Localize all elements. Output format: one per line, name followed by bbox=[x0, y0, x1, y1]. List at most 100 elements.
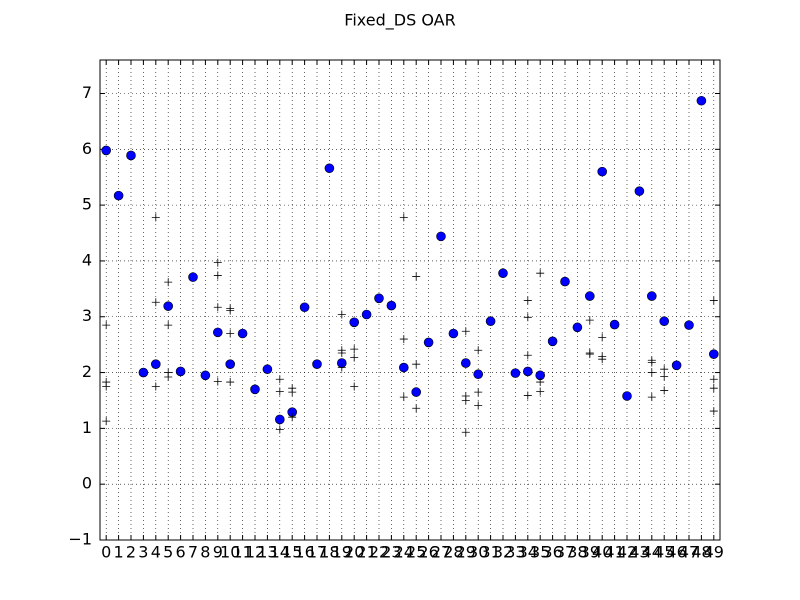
mean-marker bbox=[609, 319, 620, 330]
mean-marker bbox=[175, 366, 186, 377]
x-tick-label: 47 bbox=[679, 543, 699, 562]
mean-marker bbox=[646, 291, 657, 301]
sample-marker bbox=[598, 355, 607, 364]
sample-marker bbox=[337, 310, 346, 319]
sample-marker bbox=[523, 313, 532, 322]
mean-marker bbox=[126, 150, 136, 161]
x-tick-label: 21 bbox=[356, 543, 376, 562]
mean-marker bbox=[411, 387, 422, 397]
x-tick-label: 26 bbox=[418, 543, 438, 562]
mean-marker bbox=[324, 163, 335, 174]
x-tick-label: 6 bbox=[176, 543, 186, 562]
x-tick-label: 24 bbox=[394, 543, 414, 562]
mean-marker bbox=[237, 328, 248, 339]
sample-marker bbox=[412, 360, 421, 369]
x-tick-label: 7 bbox=[188, 543, 198, 562]
x-tick-label: 0 bbox=[101, 543, 111, 562]
mean-marker bbox=[522, 366, 533, 377]
x-tick-label: 43 bbox=[629, 543, 649, 562]
mean-marker bbox=[361, 309, 372, 320]
x-tick-label: 22 bbox=[369, 543, 389, 562]
y-tick-label: 4 bbox=[82, 250, 92, 269]
y-tick-label: 1 bbox=[82, 418, 92, 437]
x-tick-label: 19 bbox=[332, 543, 352, 562]
x-tick-label: 39 bbox=[580, 543, 600, 562]
x-tick-label: 11 bbox=[232, 543, 252, 562]
sample-marker bbox=[350, 382, 359, 391]
x-tick-label: 16 bbox=[294, 543, 314, 562]
sample-marker bbox=[709, 384, 718, 393]
x-tick-label: 42 bbox=[617, 543, 637, 562]
x-tick-label: 32 bbox=[493, 543, 513, 562]
sample-marker bbox=[461, 396, 470, 405]
sample-marker bbox=[461, 428, 470, 437]
y-tick-label: 7 bbox=[82, 83, 92, 102]
mean-marker bbox=[213, 327, 223, 338]
sample-marker bbox=[461, 327, 470, 336]
sample-marker bbox=[536, 269, 545, 278]
sample-marker bbox=[151, 298, 160, 307]
x-tick-label: 1 bbox=[114, 543, 124, 562]
x-tick-label: 17 bbox=[307, 543, 327, 562]
sample-marker bbox=[585, 350, 594, 359]
x-tick-label: 23 bbox=[381, 543, 401, 562]
x-tick-label: 13 bbox=[257, 543, 277, 562]
y-tick-label: 0 bbox=[82, 474, 92, 493]
sample-marker bbox=[226, 378, 235, 387]
sample-marker bbox=[164, 278, 173, 287]
sample-marker bbox=[585, 316, 594, 325]
x-tick-label: 31 bbox=[480, 543, 500, 562]
sample-marker bbox=[213, 271, 222, 280]
sample-marker bbox=[213, 377, 222, 386]
x-tick-label: 33 bbox=[505, 543, 525, 562]
mean-marker bbox=[684, 320, 694, 330]
chart-title: Fixed_DS OAR bbox=[344, 11, 455, 31]
plot-frame bbox=[99, 59, 721, 541]
sample-marker bbox=[213, 303, 222, 312]
sample-marker bbox=[399, 213, 408, 222]
sample-marker bbox=[350, 345, 359, 354]
x-tick-label: 4 bbox=[151, 543, 161, 562]
y-tick-label: 6 bbox=[82, 139, 92, 158]
x-tick-label: 15 bbox=[282, 543, 302, 562]
x-tick-label: 49 bbox=[704, 543, 724, 562]
sample-marker bbox=[474, 401, 483, 410]
y-tick-label: −1 bbox=[68, 530, 92, 549]
sample-marker bbox=[399, 335, 408, 344]
sample-marker bbox=[275, 375, 284, 384]
x-tick-label: 37 bbox=[555, 543, 575, 562]
y-tick-label: 5 bbox=[82, 195, 92, 214]
x-tick-label: 48 bbox=[691, 543, 711, 562]
sample-marker bbox=[660, 365, 669, 374]
mean-marker bbox=[460, 358, 471, 368]
y-tick-label: 2 bbox=[82, 362, 92, 381]
mean-marker bbox=[113, 190, 124, 201]
sample-marker bbox=[102, 417, 111, 426]
mean-marker bbox=[498, 268, 508, 279]
x-tick-label: 18 bbox=[319, 543, 339, 562]
x-tick-label: 44 bbox=[642, 543, 662, 562]
mean-marker bbox=[547, 336, 558, 347]
sample-marker bbox=[350, 353, 359, 362]
mean-marker bbox=[101, 145, 111, 156]
x-tick-label: 41 bbox=[604, 543, 624, 562]
mean-marker bbox=[274, 414, 285, 425]
mean-marker bbox=[374, 293, 384, 304]
mean-marker bbox=[312, 359, 322, 369]
sample-marker bbox=[709, 407, 718, 416]
sample-marker bbox=[102, 321, 111, 330]
mean-marker bbox=[200, 370, 211, 381]
sample-marker bbox=[275, 425, 284, 434]
sample-marker bbox=[647, 393, 656, 402]
mean-marker bbox=[708, 349, 719, 359]
x-tick-label: 29 bbox=[456, 543, 476, 562]
sample-marker bbox=[226, 329, 235, 338]
x-tick-label: 5 bbox=[163, 543, 173, 562]
x-tick-label: 34 bbox=[518, 543, 538, 562]
sample-marker bbox=[660, 386, 669, 395]
x-tick-label: 8 bbox=[200, 543, 210, 562]
x-tick-label: 12 bbox=[245, 543, 265, 562]
mean-marker bbox=[560, 276, 570, 287]
sample-marker bbox=[474, 346, 483, 355]
